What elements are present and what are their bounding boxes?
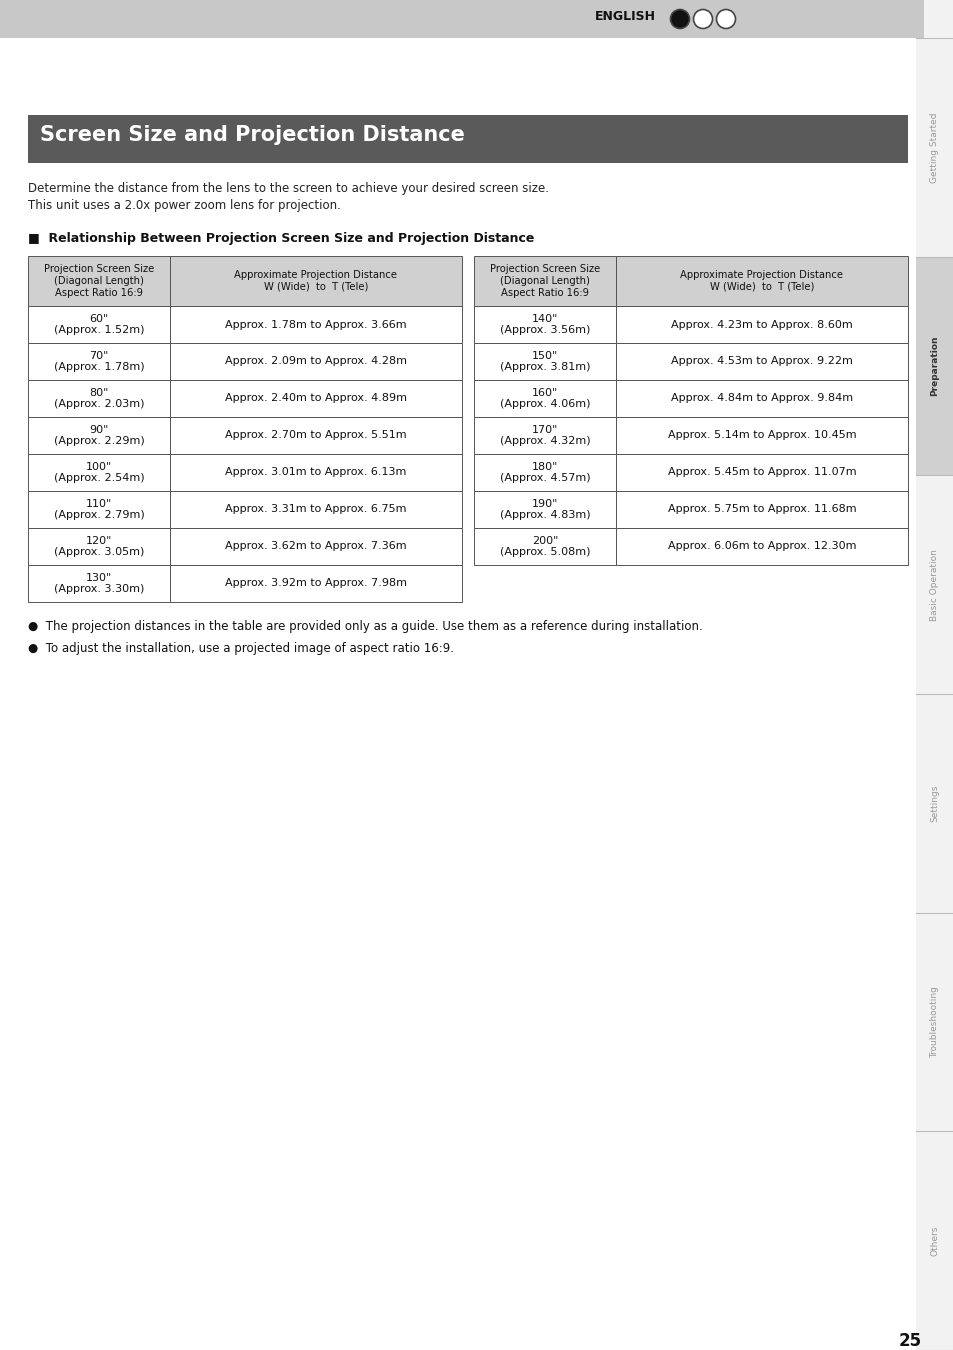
Text: Approximate Projection Distance
W (Wide)  to  T (Tele): Approximate Projection Distance W (Wide)… xyxy=(234,270,397,292)
Text: Screen Size and Projection Distance: Screen Size and Projection Distance xyxy=(40,126,464,144)
Bar xyxy=(170,379,461,417)
Bar xyxy=(915,256,953,475)
Bar xyxy=(170,417,461,454)
Bar xyxy=(474,417,616,454)
Bar xyxy=(170,491,461,528)
Bar xyxy=(28,306,170,343)
Circle shape xyxy=(670,9,689,28)
Text: 190"
(Approx. 4.83m): 190" (Approx. 4.83m) xyxy=(499,498,590,520)
Bar xyxy=(28,343,170,379)
Text: Getting Started: Getting Started xyxy=(929,112,939,182)
Bar xyxy=(474,343,616,379)
Bar xyxy=(474,256,616,306)
Text: 200"
(Approx. 5.08m): 200" (Approx. 5.08m) xyxy=(499,536,590,558)
Text: ●  To adjust the installation, use a projected image of aspect ratio 16:9.: ● To adjust the installation, use a proj… xyxy=(28,643,454,655)
Text: Approx. 5.45m to Approx. 11.07m: Approx. 5.45m to Approx. 11.07m xyxy=(667,467,856,478)
Text: Approx. 5.75m to Approx. 11.68m: Approx. 5.75m to Approx. 11.68m xyxy=(667,505,856,514)
Bar xyxy=(616,256,907,306)
Text: 80"
(Approx. 2.03m): 80" (Approx. 2.03m) xyxy=(53,387,144,409)
Text: 60"
(Approx. 1.52m): 60" (Approx. 1.52m) xyxy=(53,313,144,335)
Bar xyxy=(28,566,170,602)
Text: ■  Relationship Between Projection Screen Size and Projection Distance: ■ Relationship Between Projection Screen… xyxy=(28,232,534,244)
Text: 25: 25 xyxy=(898,1332,922,1350)
Bar xyxy=(28,379,170,417)
Bar xyxy=(474,528,616,566)
Bar xyxy=(474,379,616,417)
Text: Basic Operation: Basic Operation xyxy=(929,548,939,621)
Text: Approx. 3.31m to Approx. 6.75m: Approx. 3.31m to Approx. 6.75m xyxy=(225,505,406,514)
Text: Projection Screen Size
(Diagonal Length)
Aspect Ratio 16:9: Projection Screen Size (Diagonal Length)… xyxy=(44,265,154,297)
Text: Approx. 2.70m to Approx. 5.51m: Approx. 2.70m to Approx. 5.51m xyxy=(225,431,406,440)
Bar xyxy=(474,491,616,528)
Circle shape xyxy=(693,9,712,28)
Bar xyxy=(170,306,461,343)
Bar xyxy=(616,343,907,379)
Text: 130"
(Approx. 3.30m): 130" (Approx. 3.30m) xyxy=(53,572,144,594)
Text: Approx. 2.40m to Approx. 4.89m: Approx. 2.40m to Approx. 4.89m xyxy=(225,393,407,404)
Text: Determine the distance from the lens to the screen to achieve your desired scree: Determine the distance from the lens to … xyxy=(28,182,548,194)
Text: Troubleshooting: Troubleshooting xyxy=(929,986,939,1058)
Bar xyxy=(616,528,907,566)
Bar xyxy=(474,454,616,491)
Text: Settings: Settings xyxy=(929,784,939,822)
Bar xyxy=(616,417,907,454)
Text: 160"
(Approx. 4.06m): 160" (Approx. 4.06m) xyxy=(499,387,590,409)
Text: Approx. 4.84m to Approx. 9.84m: Approx. 4.84m to Approx. 9.84m xyxy=(670,393,852,404)
Text: 110"
(Approx. 2.79m): 110" (Approx. 2.79m) xyxy=(53,498,144,520)
Text: 90"
(Approx. 2.29m): 90" (Approx. 2.29m) xyxy=(53,425,144,447)
Bar xyxy=(170,343,461,379)
Text: 70"
(Approx. 1.78m): 70" (Approx. 1.78m) xyxy=(53,351,144,373)
Text: 100"
(Approx. 2.54m): 100" (Approx. 2.54m) xyxy=(53,462,144,483)
Text: 170"
(Approx. 4.32m): 170" (Approx. 4.32m) xyxy=(499,425,590,447)
Text: Approx. 3.62m to Approx. 7.36m: Approx. 3.62m to Approx. 7.36m xyxy=(225,541,406,552)
Text: This unit uses a 2.0x power zoom lens for projection.: This unit uses a 2.0x power zoom lens fo… xyxy=(28,198,340,212)
Text: 120"
(Approx. 3.05m): 120" (Approx. 3.05m) xyxy=(53,536,144,558)
Bar xyxy=(170,566,461,602)
Bar xyxy=(0,0,923,38)
Bar xyxy=(28,115,907,163)
Text: Approx. 6.06m to Approx. 12.30m: Approx. 6.06m to Approx. 12.30m xyxy=(667,541,856,552)
Text: Others: Others xyxy=(929,1226,939,1256)
Text: Approx. 3.92m to Approx. 7.98m: Approx. 3.92m to Approx. 7.98m xyxy=(225,579,407,589)
Text: ENGLISH: ENGLISH xyxy=(595,9,656,23)
Bar xyxy=(616,306,907,343)
Text: Approx. 5.14m to Approx. 10.45m: Approx. 5.14m to Approx. 10.45m xyxy=(667,431,856,440)
Bar xyxy=(28,454,170,491)
Circle shape xyxy=(716,9,735,28)
Text: Approx. 4.23m to Approx. 8.60m: Approx. 4.23m to Approx. 8.60m xyxy=(670,320,852,329)
Text: 140"
(Approx. 3.56m): 140" (Approx. 3.56m) xyxy=(499,313,590,335)
Bar xyxy=(616,379,907,417)
Text: ●  The projection distances in the table are provided only as a guide. Use them : ● The projection distances in the table … xyxy=(28,620,702,633)
Text: 150"
(Approx. 3.81m): 150" (Approx. 3.81m) xyxy=(499,351,590,373)
Bar xyxy=(915,0,953,1350)
Bar xyxy=(616,491,907,528)
Bar xyxy=(28,528,170,566)
Bar xyxy=(170,454,461,491)
Text: Projection Screen Size
(Diagonal Length)
Aspect Ratio 16:9: Projection Screen Size (Diagonal Length)… xyxy=(489,265,599,297)
Bar xyxy=(616,454,907,491)
Bar xyxy=(28,256,170,306)
Bar xyxy=(28,491,170,528)
Text: Approx. 3.01m to Approx. 6.13m: Approx. 3.01m to Approx. 6.13m xyxy=(225,467,406,478)
Bar xyxy=(474,306,616,343)
Bar xyxy=(170,528,461,566)
Text: Approx. 4.53m to Approx. 9.22m: Approx. 4.53m to Approx. 9.22m xyxy=(670,356,852,366)
Bar xyxy=(170,256,461,306)
Text: Approx. 2.09m to Approx. 4.28m: Approx. 2.09m to Approx. 4.28m xyxy=(225,356,407,366)
Text: Approx. 1.78m to Approx. 3.66m: Approx. 1.78m to Approx. 3.66m xyxy=(225,320,406,329)
Bar xyxy=(28,417,170,454)
Text: Approximate Projection Distance
W (Wide)  to  T (Tele): Approximate Projection Distance W (Wide)… xyxy=(679,270,842,292)
Text: Preparation: Preparation xyxy=(929,336,939,397)
Text: 180"
(Approx. 4.57m): 180" (Approx. 4.57m) xyxy=(499,462,590,483)
